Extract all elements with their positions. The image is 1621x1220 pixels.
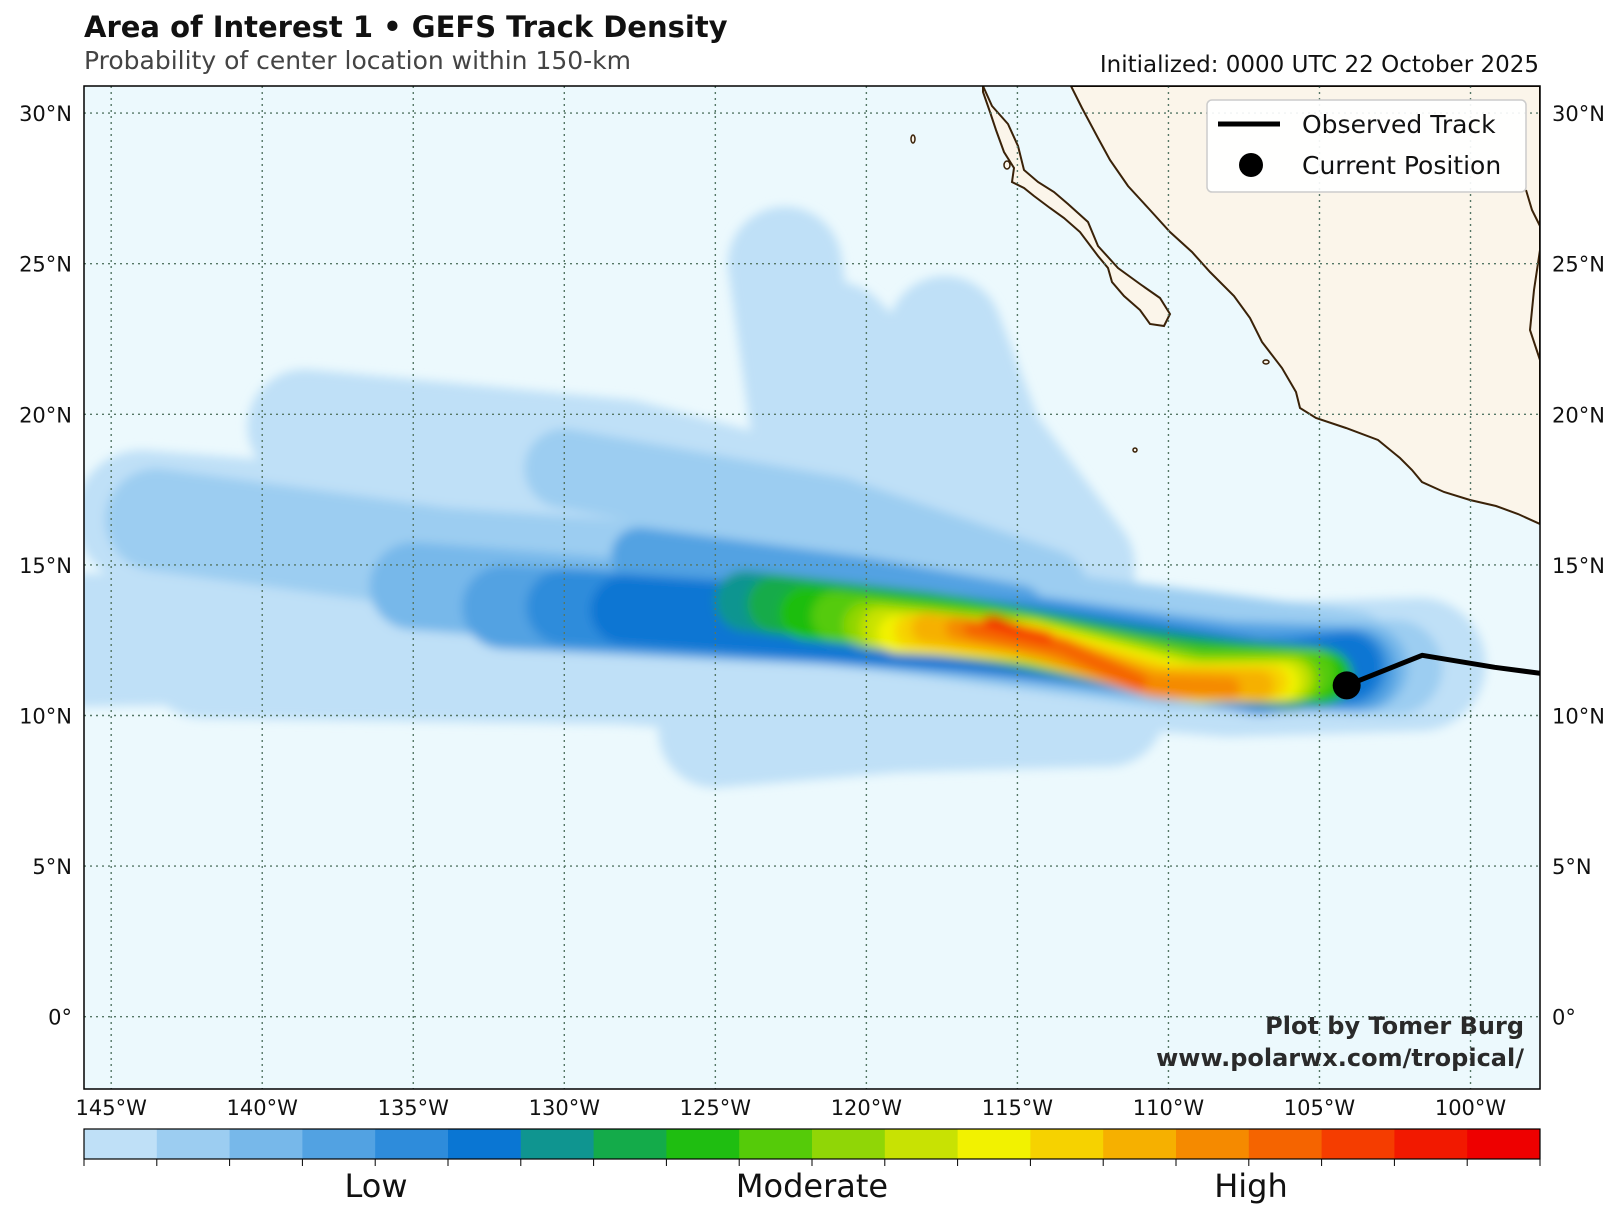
longitude-label: 140°W — [227, 1096, 299, 1120]
colorbar-segment — [1394, 1129, 1468, 1159]
colorbar-segment — [448, 1129, 522, 1159]
colorbar-segment — [1248, 1129, 1323, 1159]
longitude-label: 125°W — [680, 1096, 752, 1120]
longitude-label: 130°W — [529, 1096, 601, 1120]
longitude-label: 100°W — [1435, 1096, 1507, 1120]
latitude-label-left: 25°N — [19, 253, 72, 277]
longitude-label: 120°W — [831, 1096, 903, 1120]
longitude-label: 105°W — [1284, 1096, 1356, 1120]
current-position-marker — [1332, 671, 1361, 700]
latitude-label-right: 5°N — [1552, 855, 1592, 879]
latitude-label-left: 0° — [48, 1006, 72, 1030]
latitude-label-right: 15°N — [1552, 554, 1605, 578]
longitude-label: 135°W — [378, 1096, 450, 1120]
colorbar-label-low: Low — [344, 1167, 407, 1205]
colorbar-segment — [1103, 1129, 1177, 1159]
island — [910, 134, 916, 144]
colorbar-label-high: High — [1214, 1167, 1288, 1205]
legend-current-position-label: Current Position — [1302, 151, 1501, 180]
density-swath — [887, 276, 1135, 622]
colorbar-label-moderate: Moderate — [736, 1167, 888, 1205]
longitude-label: 110°W — [1133, 1096, 1205, 1120]
observed-track-layer — [1332, 652, 1540, 700]
island — [1262, 359, 1270, 365]
longitude-label: 145°W — [76, 1096, 148, 1120]
colorbar-segment — [1321, 1129, 1395, 1159]
map-frame — [83, 85, 1541, 1090]
graticule — [84, 86, 1540, 1089]
legend-observed-track-label: Observed Track — [1302, 110, 1496, 139]
latitude-label-left: 10°N — [19, 705, 72, 729]
colorbar-segment — [884, 1129, 959, 1159]
baja-california — [982, 86, 1172, 328]
latitude-label-left: 20°N — [19, 403, 72, 427]
initialized-time: Initialized: 0000 UTC 22 October 2025 — [1099, 52, 1539, 78]
latitude-label-left: 30°N — [19, 102, 72, 126]
island — [1132, 447, 1138, 453]
colorbar-segment — [520, 1129, 595, 1159]
credit-author: Plot by Tomer Burg — [1265, 1012, 1524, 1040]
map-title: Area of Interest 1 • GEFS Track Density — [84, 10, 728, 44]
colorbar — [83, 1128, 1541, 1166]
latitude-label-left: 5°N — [32, 855, 72, 879]
colorbar-segment — [229, 1129, 303, 1159]
colorbar-segment — [1176, 1129, 1250, 1159]
colorbar-segment — [302, 1129, 376, 1159]
latitude-label-right: 0° — [1552, 1006, 1576, 1030]
map-subtitle: Probability of center location within 15… — [84, 46, 632, 75]
legend-box — [1206, 99, 1527, 193]
axis-labels: 30°N 30°N 25°N 25°N 20°N 20°N 15°N 15°N 10°N 10°N… — [19, 102, 1605, 1120]
mexico-east-coast — [1525, 189, 1540, 227]
credit-url: www.polarwx.com/tropical/ — [1156, 1044, 1524, 1072]
colorbar-segment — [156, 1129, 231, 1159]
density-swath — [658, 652, 1165, 788]
colorbar-segment — [593, 1129, 667, 1159]
colorbar-segment — [666, 1129, 740, 1159]
observed-track-line — [1345, 652, 1540, 688]
density-swath — [989, 615, 1022, 632]
colorbar-segment — [84, 1129, 158, 1159]
colorbar-segment — [1467, 1129, 1541, 1159]
colorbar-segment — [812, 1129, 886, 1159]
latitude-label-right: 30°N — [1552, 102, 1605, 126]
latitude-label-right: 20°N — [1552, 403, 1605, 427]
current-position-swatch — [1239, 153, 1263, 177]
density-swath — [524, 428, 1088, 629]
island — [1003, 160, 1011, 170]
latitude-label-right: 10°N — [1552, 705, 1605, 729]
longitude-label: 115°W — [982, 1096, 1054, 1120]
colorbar-segment — [739, 1129, 813, 1159]
density-swath — [963, 619, 1147, 691]
latitude-label-right: 25°N — [1552, 253, 1605, 277]
colorbar-segment — [1030, 1129, 1104, 1159]
mexico-east-coast — [1528, 249, 1540, 361]
map-legend: Observed Track Current Position — [1206, 99, 1527, 193]
colorbar-segment — [375, 1129, 449, 1159]
colorbar-segment — [957, 1129, 1031, 1159]
latitude-label-left: 15°N — [19, 554, 72, 578]
